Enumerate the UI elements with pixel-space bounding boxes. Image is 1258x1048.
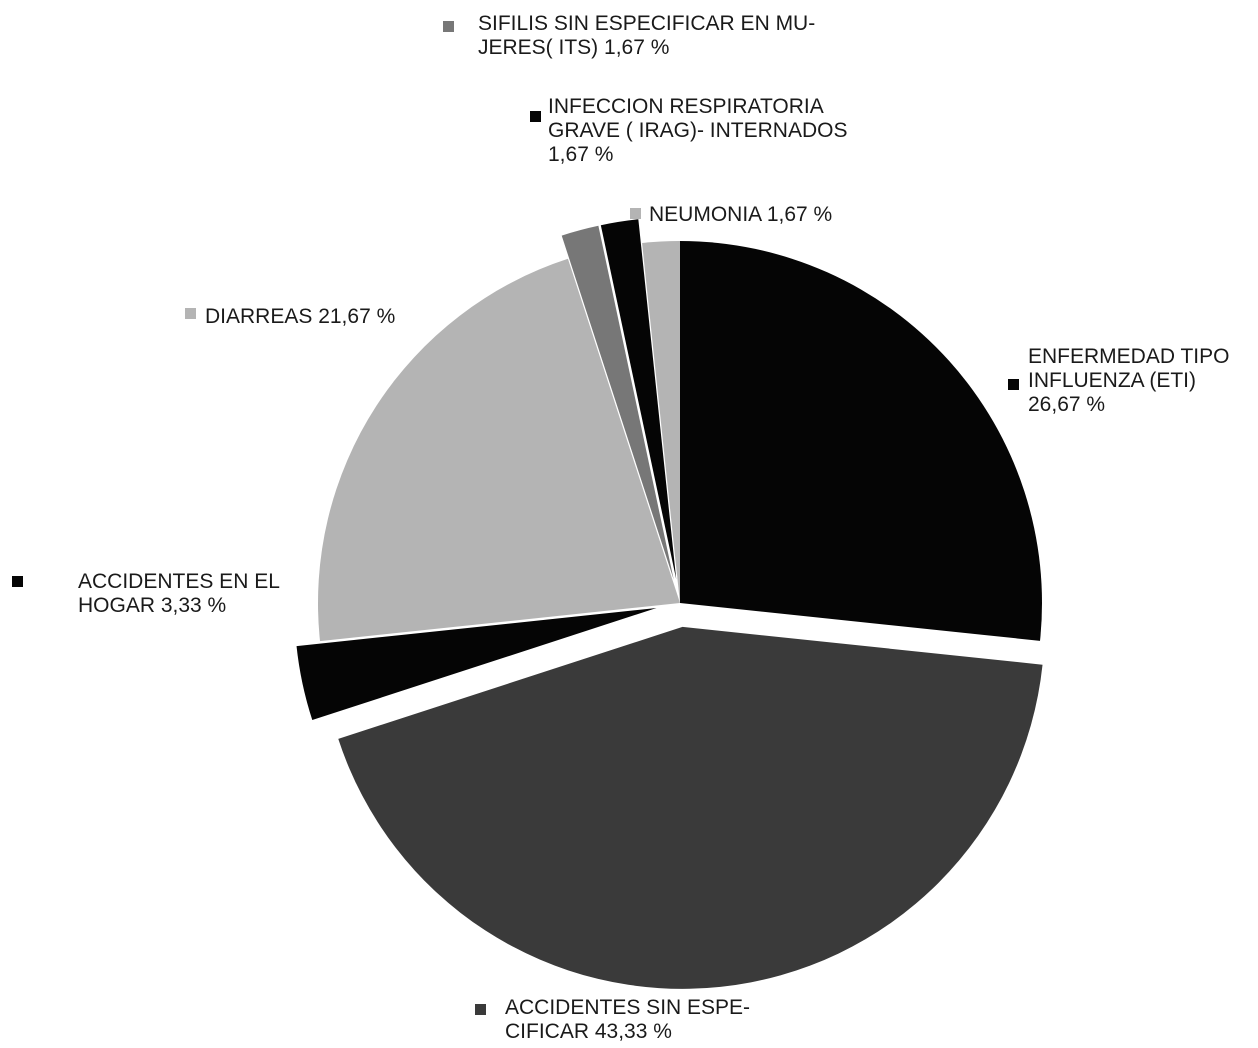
- label-sifilis: SIFILIS SIN ESPECIFICAR EN MU- JERES( IT…: [478, 12, 815, 60]
- label-line: DIARREAS 21,67 %: [205, 305, 396, 328]
- legend-marker-eti: [1008, 379, 1019, 390]
- label-line: 1,67 %: [548, 143, 614, 166]
- pie-slice-diarreas: [318, 258, 680, 642]
- label-line: INFECCION RESPIRATORIA: [548, 95, 824, 118]
- label-line: ACCIDENTES SIN ESPE-: [505, 996, 751, 1019]
- pie-slice-irag: [600, 219, 677, 580]
- legend-marker-irag: [530, 111, 541, 122]
- label-line: ENFERMEDAD TIPO: [1028, 345, 1230, 368]
- legend-marker-diarreas: [185, 308, 196, 319]
- legend-marker-accidentes-sin-especificar: [475, 1004, 486, 1015]
- legend-marker-accidentes-hogar: [12, 576, 23, 587]
- label-line: INFLUENZA (ETI): [1028, 369, 1197, 392]
- label-line: CIFICAR 43,33 %: [505, 1020, 672, 1043]
- label-line: SIFILIS SIN ESPECIFICAR EN MU-: [478, 12, 816, 35]
- label-line: ACCIDENTES EN EL: [78, 570, 280, 593]
- label-diarreas: DIARREAS 21,67 %: [205, 305, 395, 329]
- label-line: NEUMONIA 1,67 %: [649, 203, 833, 226]
- label-irag: INFECCION RESPIRATORIA GRAVE ( IRAG)- IN…: [548, 95, 847, 167]
- label-line: 26,67 %: [1028, 393, 1106, 416]
- pie-slice-accidentes-hogar: [296, 608, 657, 721]
- label-line: GRAVE ( IRAG)- INTERNADOS: [548, 119, 848, 142]
- pie-slice-eti: [680, 241, 1042, 641]
- label-accidentes-hogar: ACCIDENTES EN EL HOGAR 3,33 %: [78, 570, 280, 618]
- legend-marker-neumonia: [630, 208, 641, 219]
- label-eti: ENFERMEDAD TIPO INFLUENZA (ETI) 26,67 %: [1028, 345, 1229, 417]
- label-neumonia: NEUMONIA 1,67 %: [649, 203, 832, 227]
- pie-slice-neumonia: [642, 241, 680, 603]
- pie-slice-sifilis: [561, 225, 674, 580]
- label-line: HOGAR 3,33 %: [78, 594, 227, 617]
- legend-marker-sifilis: [443, 21, 454, 32]
- pie-slice-accidentes-sin-especificar: [338, 626, 1043, 989]
- label-accidentes-sin-especificar: ACCIDENTES SIN ESPE- CIFICAR 43,33 %: [505, 996, 750, 1044]
- label-line: JERES( ITS) 1,67 %: [478, 36, 670, 59]
